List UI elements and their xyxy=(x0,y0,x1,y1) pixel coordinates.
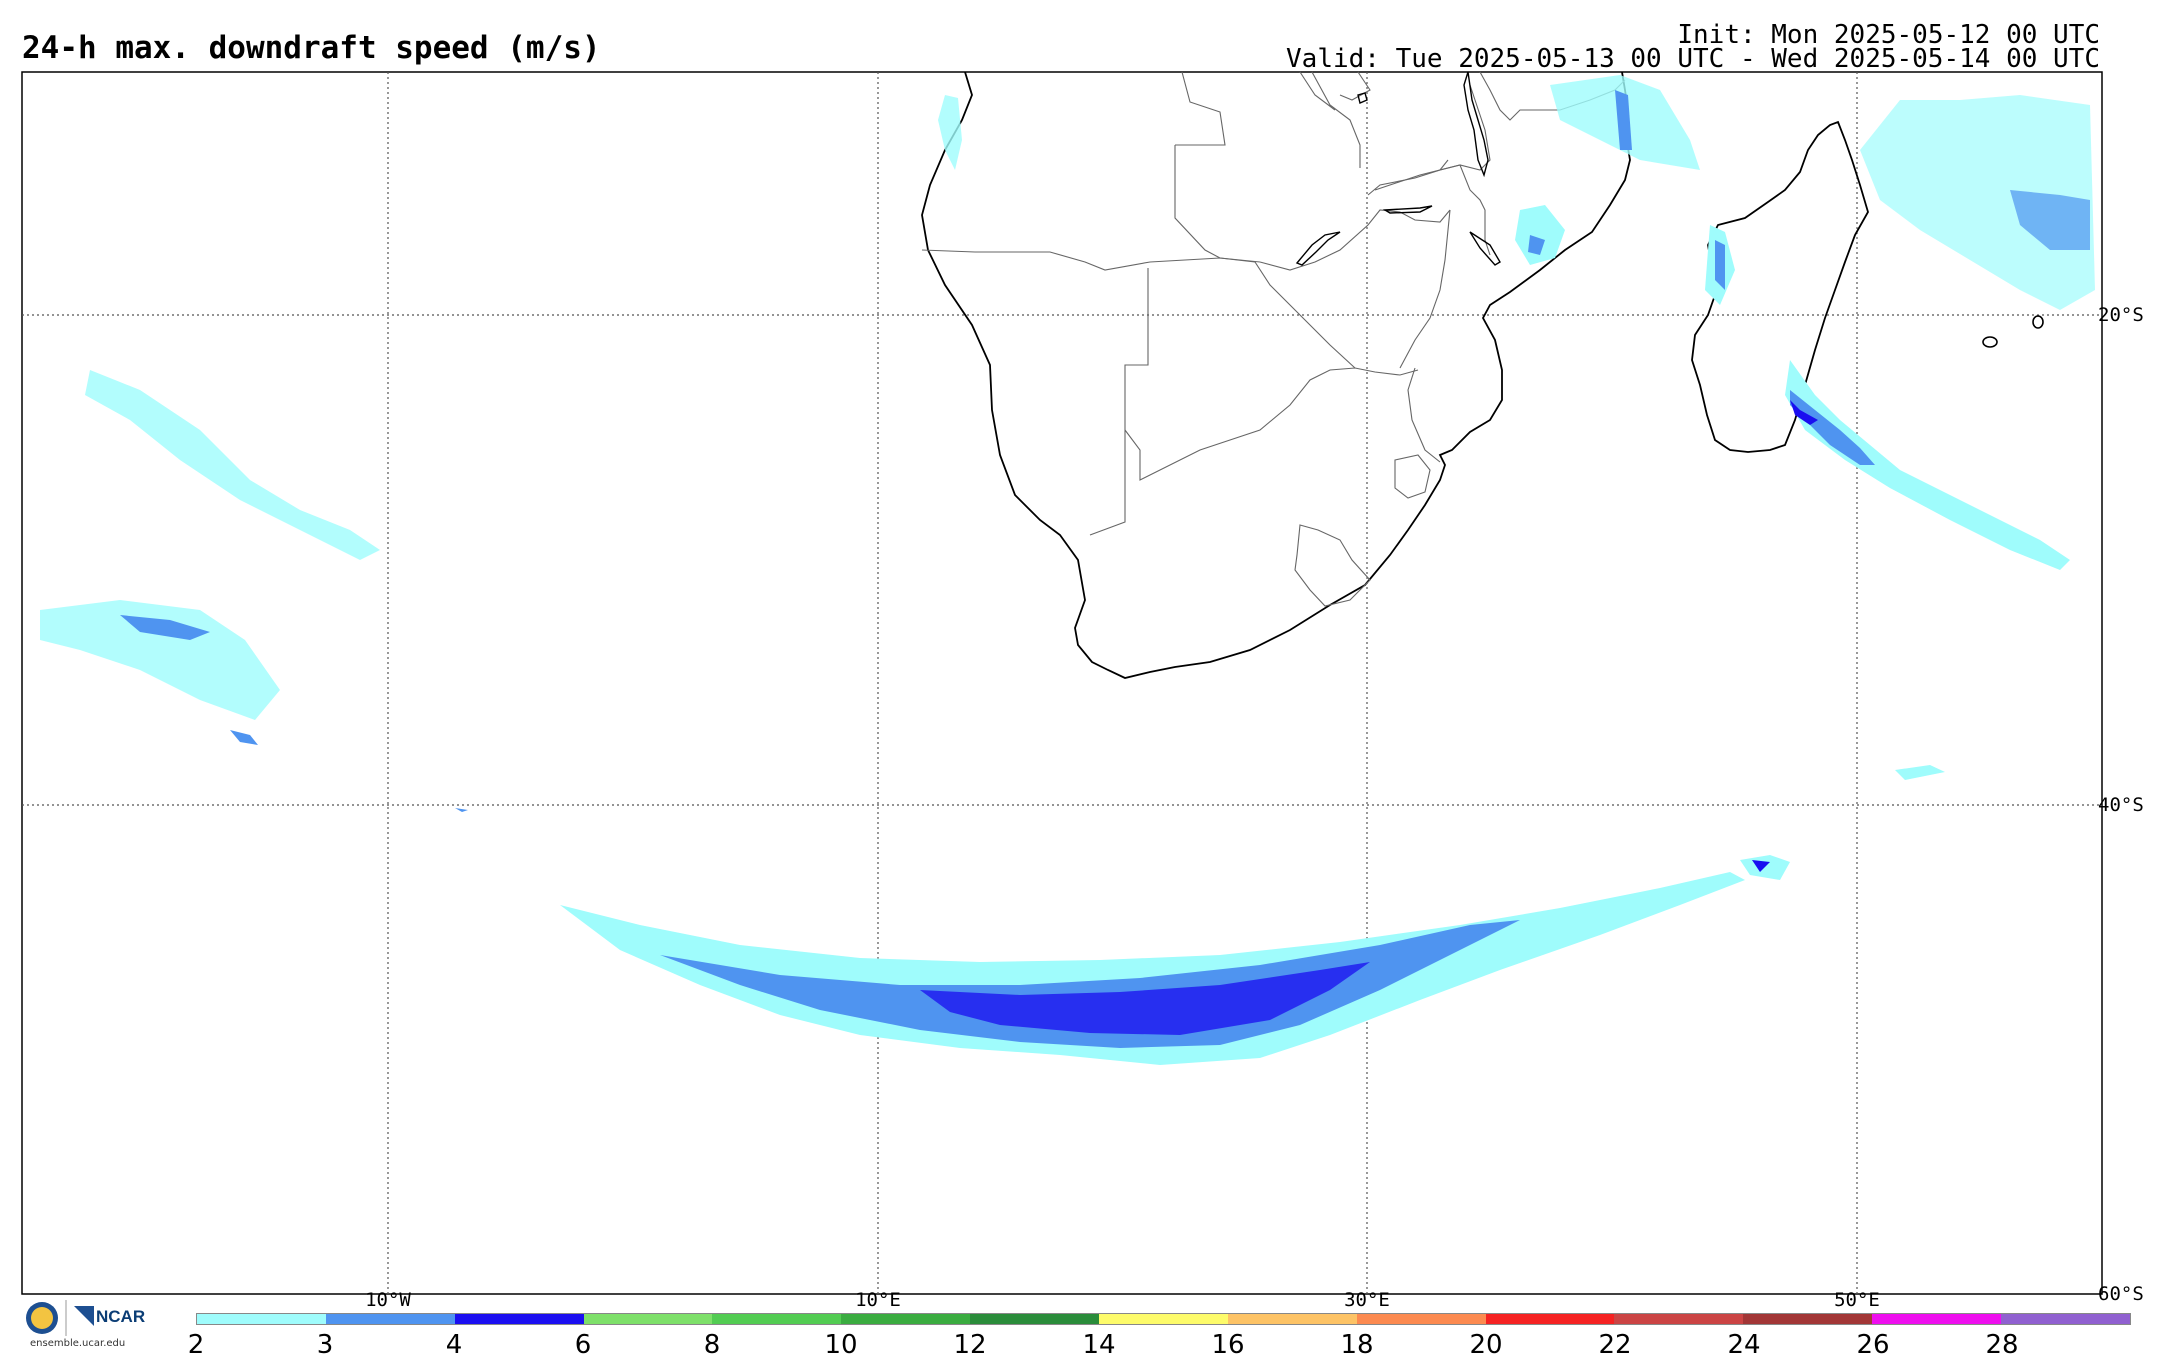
colorbar-tick-label: 24 xyxy=(1727,1330,1761,1360)
colorbar-tick-label: 6 xyxy=(574,1330,592,1360)
colorbar-tick-label: 10 xyxy=(824,1330,858,1360)
colorbar-swatch xyxy=(841,1314,971,1324)
colorbar-tick-label: 4 xyxy=(445,1330,463,1360)
colorbar-swatch xyxy=(583,1314,713,1324)
lat-label-40s: 40°S xyxy=(2098,794,2144,816)
colorbar-tick-label: 18 xyxy=(1340,1330,1374,1360)
colorbar-tick-label: 3 xyxy=(316,1330,334,1360)
madagascar-coastline xyxy=(1691,120,1869,453)
graticule xyxy=(22,72,2102,1294)
colorbar-swatch xyxy=(1099,1314,1228,1324)
colorbar-swatch xyxy=(1743,1314,1873,1324)
ncar-mark-icon xyxy=(74,1306,94,1326)
colorbar-swatch xyxy=(2001,1314,2130,1324)
colorbar-swatch xyxy=(325,1314,455,1324)
colorbar-tick-label: 16 xyxy=(1211,1330,1245,1360)
africa-coastline xyxy=(921,71,1631,679)
colorbar-tick-label: 14 xyxy=(1082,1330,1116,1360)
colorbar-tick-label: 26 xyxy=(1856,1330,1890,1360)
colorbar-tick-label: 20 xyxy=(1469,1330,1503,1360)
colorbar-swatch xyxy=(197,1314,326,1324)
nsf-ncar-logo xyxy=(26,1300,94,1336)
lon-label-30e: 30°E xyxy=(1344,1289,1390,1311)
map-frame xyxy=(21,71,2103,1295)
colorbar-swatch xyxy=(1614,1314,1744,1324)
lon-label-10w: 10°W xyxy=(365,1289,411,1311)
lon-label-10e: 10°E xyxy=(855,1289,901,1311)
downdraft-field xyxy=(40,75,2095,1065)
colorbar-swatch xyxy=(1227,1314,1357,1324)
colorbar-tick-label: 22 xyxy=(1598,1330,1632,1360)
colorbar-swatch xyxy=(970,1314,1100,1324)
map-title: 24-h max. downdraft speed (m/s) xyxy=(22,30,601,66)
nsf-emblem-globe xyxy=(31,1307,53,1329)
valid-time: Valid: Tue 2025-05-13 00 UTC - Wed 2025-… xyxy=(1286,44,2100,74)
island-outlines xyxy=(1982,315,2044,348)
colorbar-tick-label: 12 xyxy=(953,1330,987,1360)
lon-label-50e: 50°E xyxy=(1834,1289,1880,1311)
init-time: Init: Mon 2025-05-12 00 UTC xyxy=(1677,20,2100,50)
lat-label-60s: 60°S xyxy=(2098,1283,2144,1305)
lakes xyxy=(1295,71,1501,266)
colorbar-tick-label: 2 xyxy=(187,1330,205,1360)
colorbar-swatch xyxy=(1356,1314,1486,1324)
ncar-wordmark: NCAR xyxy=(96,1307,146,1326)
lat-label-20s: 20°S xyxy=(2098,304,2144,326)
ensemble-url: ensemble.ucar.edu xyxy=(30,1338,126,1349)
colorbar xyxy=(196,1313,2131,1325)
colorbar-swatch xyxy=(712,1314,842,1324)
colorbar-tick-label: 8 xyxy=(703,1330,721,1360)
colorbar-swatch xyxy=(1872,1314,2002,1324)
colorbar-tick-label: 28 xyxy=(1985,1330,2019,1360)
colorbar-swatch xyxy=(1485,1314,1615,1324)
colorbar-swatch xyxy=(454,1314,584,1324)
